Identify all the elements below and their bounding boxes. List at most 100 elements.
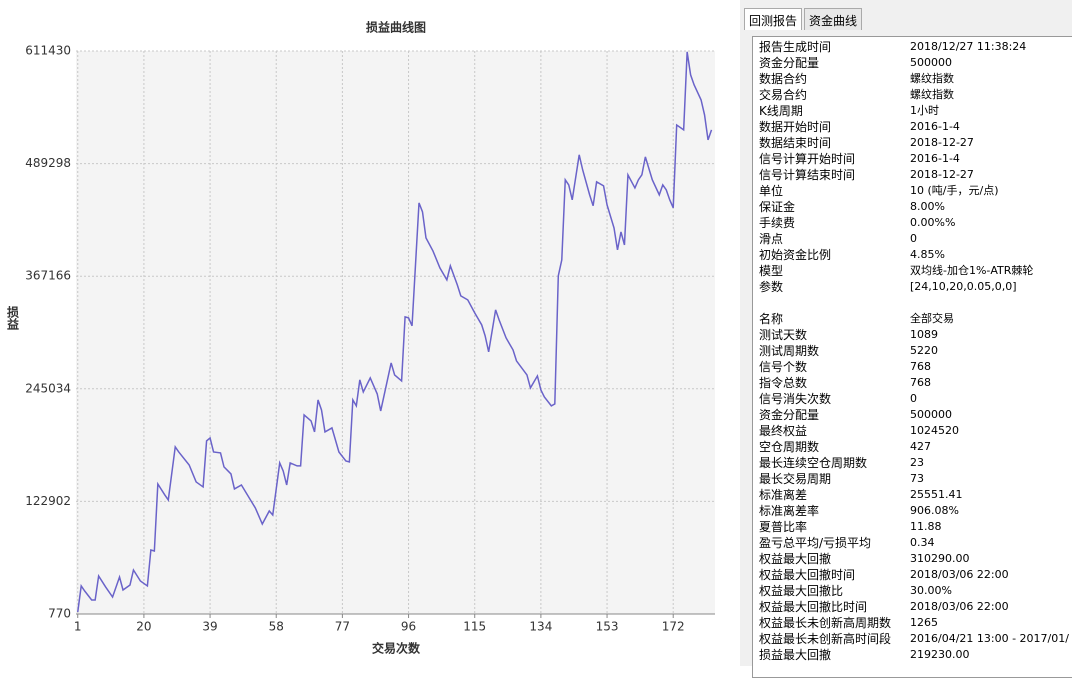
report-row: 权益最大回撤 310290.00: [753, 551, 1072, 567]
row-key: 最终权益: [759, 424, 808, 438]
row-key: 名称: [759, 312, 784, 326]
row-key: 单位: [759, 184, 784, 198]
row-key: 模型: [759, 264, 784, 278]
report-row: 权益最长未创新高时间段 2016/04/21 13:00 - 2017/01/: [753, 631, 1072, 647]
report-row: 标准离差率 906.08%: [753, 503, 1072, 519]
row-key: 信号消失次数: [759, 392, 832, 406]
row-key: 参数: [759, 280, 784, 294]
report-row: 权益最大回撤时间 2018/03/06 22:00: [753, 567, 1072, 583]
row-value: 0: [910, 392, 917, 405]
spacer: [753, 295, 1072, 311]
x-tick-label: 172: [662, 620, 685, 634]
row-key: 交易合约: [759, 88, 808, 102]
row-value: 427: [910, 440, 931, 453]
row-key: 权益最长未创新高周期数: [759, 616, 892, 630]
row-value: 23: [910, 456, 924, 469]
row-key: 数据结束时间: [759, 136, 832, 150]
report-row: 资金分配量 500000: [753, 55, 1072, 71]
x-tick-label: 153: [596, 620, 619, 634]
row-key: 资金分配量: [759, 56, 820, 70]
y-tick-label: 770: [48, 607, 71, 621]
row-key: 标准离差率: [759, 504, 820, 518]
row-key: 最长交易周期: [759, 472, 832, 486]
row-value: 4.85%: [910, 248, 945, 261]
row-key: 初始资金比例: [759, 248, 832, 262]
report-row: 名称 全部交易: [753, 311, 1072, 327]
row-key: 信号计算结束时间: [759, 168, 856, 182]
x-tick-label: 20: [136, 620, 151, 634]
report-row: 信号个数 768: [753, 359, 1072, 375]
report-row: 信号消失次数 0: [753, 391, 1072, 407]
report-row: 模型 双均线-加仓1%-ATR棘轮: [753, 263, 1072, 279]
report-row: 资金分配量 500000: [753, 407, 1072, 423]
chart: 损益曲线图 交易次数 损益 770 122902 245034 367166 48929…: [6, 20, 715, 656]
row-value: 906.08%: [910, 504, 959, 517]
row-value: 8.00%: [910, 200, 945, 213]
row-value: 10 (吨/手，元/点): [910, 184, 999, 197]
row-key: 报告生成时间: [759, 40, 832, 54]
report-row: 信号计算开始时间 2016-1-4: [753, 151, 1072, 167]
row-key: 数据开始时间: [759, 120, 832, 134]
y-tick-label: 489298: [25, 156, 71, 170]
x-tick-label: 77: [335, 620, 350, 634]
report-row: 参数 [24,10,20,0.05,0,0]: [753, 279, 1072, 295]
row-key: 权益最大回撤: [759, 552, 832, 566]
y-tick-label: 122902: [25, 494, 71, 508]
y-tick-label: 611430: [25, 44, 71, 58]
report-row: 手续费 0.00%%: [753, 215, 1072, 231]
report-row: 交易合约 螺纹指数: [753, 87, 1072, 103]
report-row: 空仓周期数 427: [753, 439, 1072, 455]
report-row: 盈亏总平均/亏损平均 0.34: [753, 535, 1072, 551]
row-value: 25551.41: [910, 488, 963, 501]
row-key: 空仓周期数: [759, 440, 820, 454]
row-value: 2016-1-4: [910, 120, 960, 133]
report-row: 保证金 8.00%: [753, 199, 1072, 215]
line-series: [76, 51, 713, 613]
report-row: 信号计算结束时间 2018-12-27: [753, 167, 1072, 183]
row-value: 768: [910, 360, 931, 373]
report-row: 测试周期数 5220: [753, 343, 1072, 359]
x-tick-label: 58: [269, 620, 284, 634]
report-row: 数据结束时间 2018-12-27: [753, 135, 1072, 151]
row-value: 0.00%%: [910, 216, 956, 229]
row-value: 2018-12-27: [910, 136, 974, 149]
row-key: 保证金: [759, 200, 796, 214]
row-key: 滑点: [759, 232, 784, 246]
row-value: 5220: [910, 344, 938, 357]
report-row: 权益最长未创新高周期数 1265: [753, 615, 1072, 631]
row-key: 测试周期数: [759, 344, 820, 358]
row-value: 30.00%: [910, 584, 952, 597]
report-row: 测试天数 1089: [753, 327, 1072, 343]
x-tick-label: 39: [202, 620, 217, 634]
row-value: 500000: [910, 408, 952, 421]
row-key: 权益最长未创新高时间段: [759, 632, 892, 646]
row-key: 信号计算开始时间: [759, 152, 856, 166]
row-value: 全部交易: [910, 312, 954, 325]
report-row: 指令总数 768: [753, 375, 1072, 391]
row-key: 损益最大回撤: [759, 648, 832, 662]
report-row: 最长交易周期 73: [753, 471, 1072, 487]
row-key: 盈亏总平均/亏损平均: [759, 536, 872, 550]
report-row: 损益最大回撤 219230.00: [753, 647, 1072, 663]
row-key: 手续费: [759, 216, 796, 230]
tab[interactable]: 资金曲线: [804, 8, 863, 30]
report-row: 标准离差 25551.41: [753, 487, 1072, 503]
report-row: 数据开始时间 2016-1-4: [753, 119, 1072, 135]
report-row: 权益最大回撤比 30.00%: [753, 583, 1072, 599]
plot-area: [76, 51, 715, 614]
row-value: 2018/12/27 11:38:24: [910, 40, 1027, 53]
row-key: 权益最大回撤时间: [759, 568, 856, 582]
tab[interactable]: 回测报告: [744, 8, 803, 30]
report-row: 最终权益 1024520: [753, 423, 1072, 439]
row-value: 双均线-加仓1%-ATR棘轮: [910, 264, 1034, 277]
report-row: 初始资金比例 4.85%: [753, 247, 1072, 263]
row-value: 11.88: [910, 520, 942, 533]
row-value: 768: [910, 376, 931, 389]
row-value: 73: [910, 472, 924, 485]
row-key: 标准离差: [759, 488, 808, 502]
row-value: [24,10,20,0.05,0,0]: [910, 280, 1017, 293]
x-axis-label: 交易次数: [372, 641, 421, 656]
report-row: 单位 10 (吨/手，元/点): [753, 183, 1072, 199]
report-table: 报告生成时间 2018/12/27 11:38:24 资金分配量 500000 数据合约…: [752, 36, 1072, 678]
